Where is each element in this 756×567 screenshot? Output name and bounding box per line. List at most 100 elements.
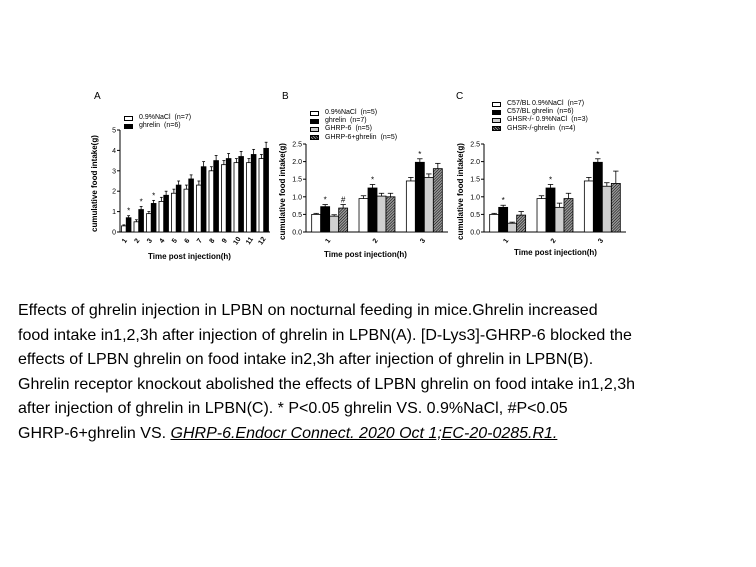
y-tick-label: 1.0 <box>470 194 480 201</box>
bar <box>583 180 594 233</box>
y-tick-label: 0.0 <box>470 230 480 237</box>
y-tick-label: 2 <box>112 189 116 196</box>
legend-label: GHRP-6 <box>325 125 352 133</box>
legend-label: ghrelin <box>325 117 347 125</box>
legend-item: 0.9%NaCl (n=7) <box>124 114 191 122</box>
bar <box>121 225 127 233</box>
x-tick-label: 2 <box>134 237 142 244</box>
bar <box>250 154 257 233</box>
x-tick-label: 5 <box>171 237 179 244</box>
legend: 0.9%NaCl (n=7) ghrelin (n=6) <box>124 114 191 130</box>
x-axis-label: Time post injection(h) <box>324 250 407 259</box>
panel-b: B cumulative food intake(g) Time post in… <box>276 80 456 276</box>
bar <box>610 183 621 233</box>
legend-item: 0.9%NaCl (n=5) <box>310 109 397 117</box>
x-tick-label: 6 <box>184 237 192 244</box>
legend-swatch <box>124 123 133 129</box>
bar <box>163 194 169 233</box>
caption-line: Effects of ghrelin injection in LPBN on … <box>18 302 598 319</box>
bar <box>367 187 378 233</box>
chart-svg: 0.0 0.5 1.0 1.5 2.0 2.5 1 2 3 * * * <box>470 142 626 245</box>
legend-swatch <box>310 110 319 116</box>
legend-item: GHRP-6 (n=5) <box>310 125 397 133</box>
figure: A cumulative food intake(g) Time post in… <box>90 80 630 276</box>
significance-mark: * <box>324 196 327 205</box>
significance-mark: # <box>341 196 346 205</box>
bar <box>196 184 202 233</box>
y-tick-label: 2.5 <box>292 142 302 149</box>
significance-mark: * <box>549 175 552 184</box>
legend-label: 0.9%NaCl <box>325 109 357 116</box>
bar <box>171 192 177 233</box>
bar <box>376 195 387 233</box>
x-tick-label: 9 <box>221 237 229 244</box>
x-axis-label: Time post injection(h) <box>514 248 597 257</box>
legend-swatch <box>492 126 501 132</box>
bar <box>338 207 349 233</box>
bar <box>329 215 340 233</box>
significance-mark: * <box>418 150 421 159</box>
chart-svg: 0.0 0.5 1.0 1.5 2.0 2.5 1 2 3 * # * * <box>292 142 448 245</box>
bar <box>138 209 144 233</box>
x-tick-label: 7 <box>196 237 204 244</box>
legend-item: ghrelin (n=6) <box>124 122 191 130</box>
panel-c: C cumulative food intake(g) Time post in… <box>452 80 630 276</box>
legend-n: (n=6) <box>557 108 574 116</box>
legend-swatch <box>310 135 319 141</box>
caption-line: Ghrelin receptor knockout abolished the … <box>18 375 635 393</box>
legend-n: (n=7) <box>567 100 585 107</box>
bar <box>311 213 322 233</box>
legend-n: (n=6) <box>164 122 181 130</box>
caption-last-line: GHRP-6+ghrelin VS. GHRP-6.Endocr Connect… <box>18 422 748 447</box>
legend-label: GHSR-/- 0.9%NaCl <box>507 116 568 124</box>
bar <box>563 198 574 233</box>
bar <box>213 160 219 233</box>
figure-caption: Effects of ghrelin injection in LPBN on … <box>18 299 748 446</box>
panel-label: C <box>456 91 464 102</box>
legend-n: (n=3) <box>571 116 588 124</box>
bar <box>601 185 612 233</box>
y-tick-label: 0.5 <box>292 212 302 219</box>
legend-swatch <box>492 109 501 115</box>
panel-label: B <box>282 91 289 102</box>
x-tick-label: 4 <box>159 237 167 244</box>
y-tick-label: 2.0 <box>470 159 480 166</box>
bar <box>225 158 232 233</box>
bar <box>507 222 518 233</box>
caption-line: food intake in1,2,3h after injection of … <box>18 326 632 344</box>
legend-swatch <box>492 118 501 123</box>
bar <box>158 201 165 233</box>
y-tick-label: 2.5 <box>470 142 480 149</box>
significance-mark: * <box>127 207 130 216</box>
legend: 0.9%NaCl (n=5) ghrelin (n=7) GHRP-6 (n=5) GHRP… <box>310 109 397 142</box>
legend-swatch <box>124 115 133 121</box>
significance-mark: * <box>140 198 143 207</box>
bar <box>246 162 252 233</box>
bar <box>545 187 556 233</box>
legend: C57/BL 0.9%NaCl (n=7) C57/BL ghrelin (n=6) G… <box>492 100 588 133</box>
bar <box>175 184 182 233</box>
legend-n: (n=5) <box>380 133 398 141</box>
bar <box>208 170 215 233</box>
caption-text: GHRP-6+ghrelin VS. <box>18 424 171 442</box>
legend-item: GHSR-/- 0.9%NaCl (n=3) <box>492 116 588 124</box>
x-tick-label: 1 <box>324 237 332 244</box>
bar <box>238 156 244 233</box>
legend-item: GHSR-/-ghrelin (n=4) <box>492 125 588 133</box>
caption-line: after injection of ghrelin in LPBN(C). *… <box>18 400 568 417</box>
significance-mark: * <box>152 191 155 200</box>
x-tick-label: 1 <box>502 237 510 244</box>
legend-n: (n=4) <box>558 124 576 132</box>
bar <box>489 213 500 233</box>
y-tick-label: 0 <box>112 230 116 237</box>
legend-item: C57/BL ghrelin (n=6) <box>492 108 588 116</box>
y-tick-label: 3 <box>112 168 116 175</box>
legend-label: GHSR-/-ghrelin <box>507 124 555 132</box>
y-tick-label: 0.0 <box>292 230 302 237</box>
legend-swatch <box>492 101 501 107</box>
citation-link[interactable]: GHRP-6.Endocr Connect. 2020 Oct 1;EC-20-… <box>170 424 558 442</box>
bar <box>200 166 207 233</box>
caption-line: effects of LPBN ghrelin on food intake i… <box>18 351 594 368</box>
bar <box>146 213 152 233</box>
